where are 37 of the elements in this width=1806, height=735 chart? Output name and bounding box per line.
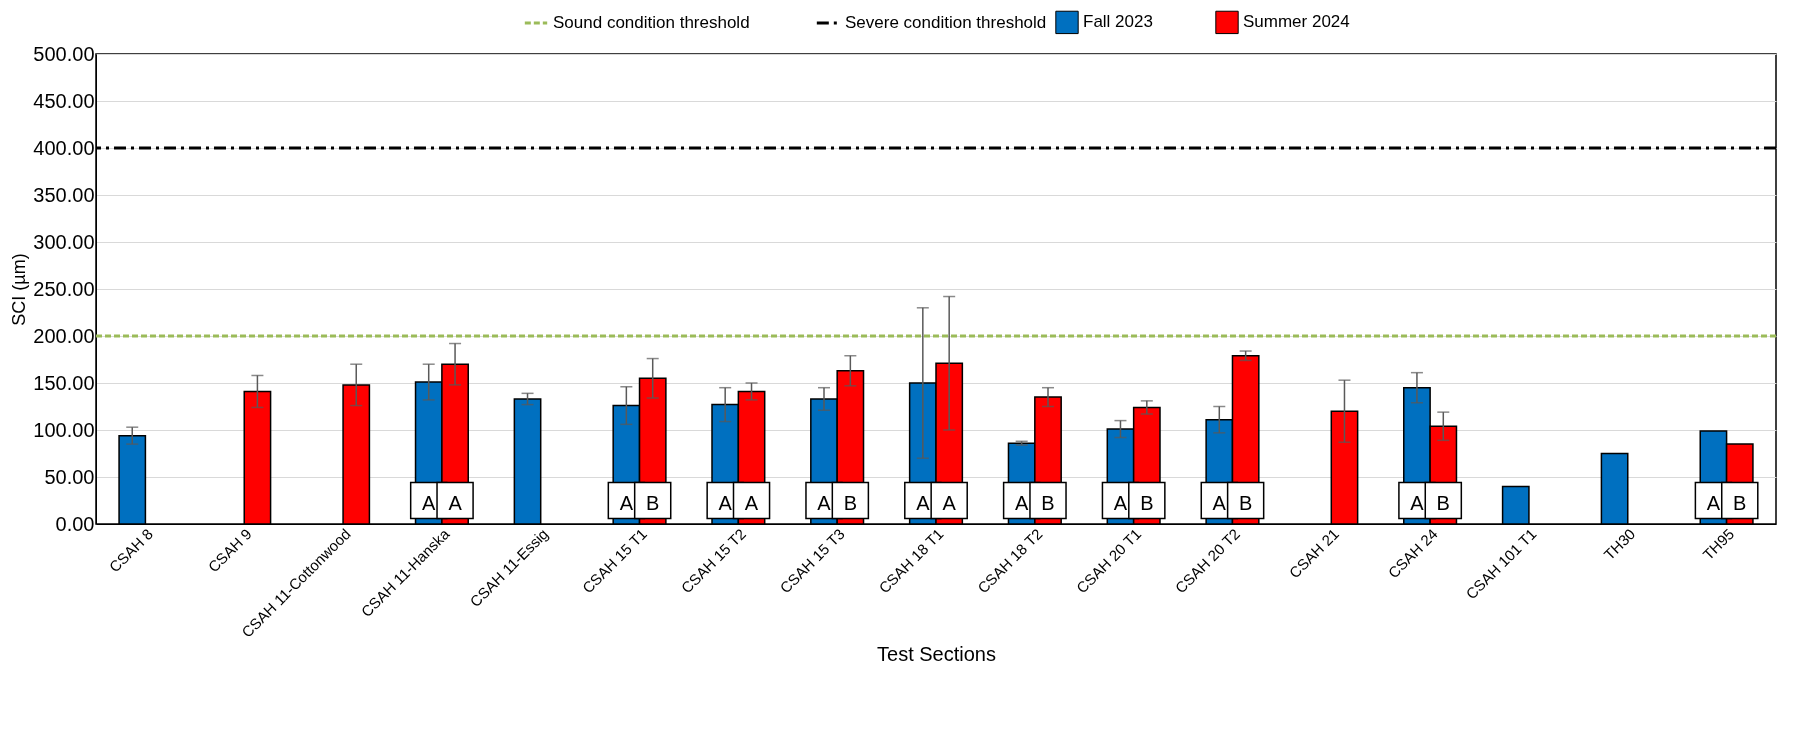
y-tick-label: 100.00: [33, 418, 95, 441]
annotation: B: [1238, 491, 1253, 514]
y-tick-label: 400.00: [33, 136, 95, 159]
annotation: B: [1436, 491, 1450, 514]
annotation: A: [448, 491, 463, 514]
y-tick-label: 200.00: [33, 324, 95, 347]
y-tick-label: 350.00: [33, 183, 95, 206]
y-tick-label: 150.00: [33, 371, 95, 394]
annotation: A: [1706, 491, 1721, 514]
legend-label: Sound condition threshold: [553, 13, 750, 32]
annotation: A: [422, 491, 437, 514]
legend-label: Summer 2024: [1243, 12, 1350, 32]
y-tick-label: 250.00: [33, 277, 95, 300]
annotation: A: [1410, 491, 1425, 514]
y-tick-label: 300.00: [33, 230, 95, 253]
annotation: A: [744, 491, 759, 514]
annotation: B: [646, 491, 660, 514]
annotation: B: [1041, 491, 1055, 514]
annotation: A: [817, 491, 832, 514]
annotation: A: [1113, 491, 1128, 514]
x-axis-title: Test Sections: [877, 642, 996, 665]
y-axis-title: SCI (µm): [9, 253, 30, 326]
y-tick-label: 450.00: [33, 89, 95, 112]
y-tick-label: 0.00: [55, 512, 95, 535]
annotation: B: [1733, 491, 1747, 514]
legend-label: Severe condition threshold: [845, 13, 1047, 32]
y-tick-label: 50.00: [44, 465, 95, 488]
annotation: B: [843, 491, 858, 514]
annotation: A: [619, 491, 634, 514]
legend-label: Fall 2023: [1083, 12, 1153, 32]
annotation: A: [942, 491, 957, 514]
annotation: A: [1014, 491, 1029, 514]
annotation: A: [1212, 491, 1227, 514]
y-tick-label: 500.00: [33, 42, 95, 65]
annotation: A: [916, 491, 931, 514]
annotation: B: [1140, 491, 1154, 514]
annotation: A: [718, 491, 733, 514]
